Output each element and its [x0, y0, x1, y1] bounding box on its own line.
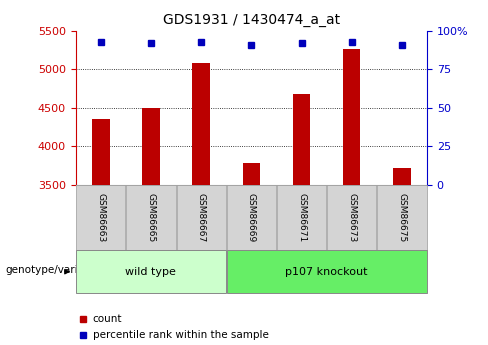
Text: GSM86663: GSM86663: [96, 193, 105, 242]
Text: count: count: [93, 314, 122, 324]
Text: GSM86665: GSM86665: [146, 193, 156, 242]
Text: GSM86667: GSM86667: [197, 193, 205, 242]
Text: GSM86675: GSM86675: [397, 193, 407, 242]
Text: wild type: wild type: [125, 267, 176, 277]
Text: p107 knockout: p107 knockout: [285, 267, 368, 277]
Bar: [343, 49, 361, 185]
Bar: [192, 63, 210, 185]
Bar: [393, 168, 411, 185]
Text: GSM86669: GSM86669: [247, 193, 256, 242]
Text: genotype/variation: genotype/variation: [5, 265, 104, 275]
Text: GSM86671: GSM86671: [297, 193, 306, 242]
Bar: [142, 108, 160, 185]
Bar: [293, 94, 310, 185]
Text: percentile rank within the sample: percentile rank within the sample: [93, 330, 268, 339]
Bar: [92, 119, 109, 185]
Title: GDS1931 / 1430474_a_at: GDS1931 / 1430474_a_at: [163, 13, 340, 27]
Bar: [243, 163, 260, 185]
Text: GSM86673: GSM86673: [347, 193, 356, 242]
